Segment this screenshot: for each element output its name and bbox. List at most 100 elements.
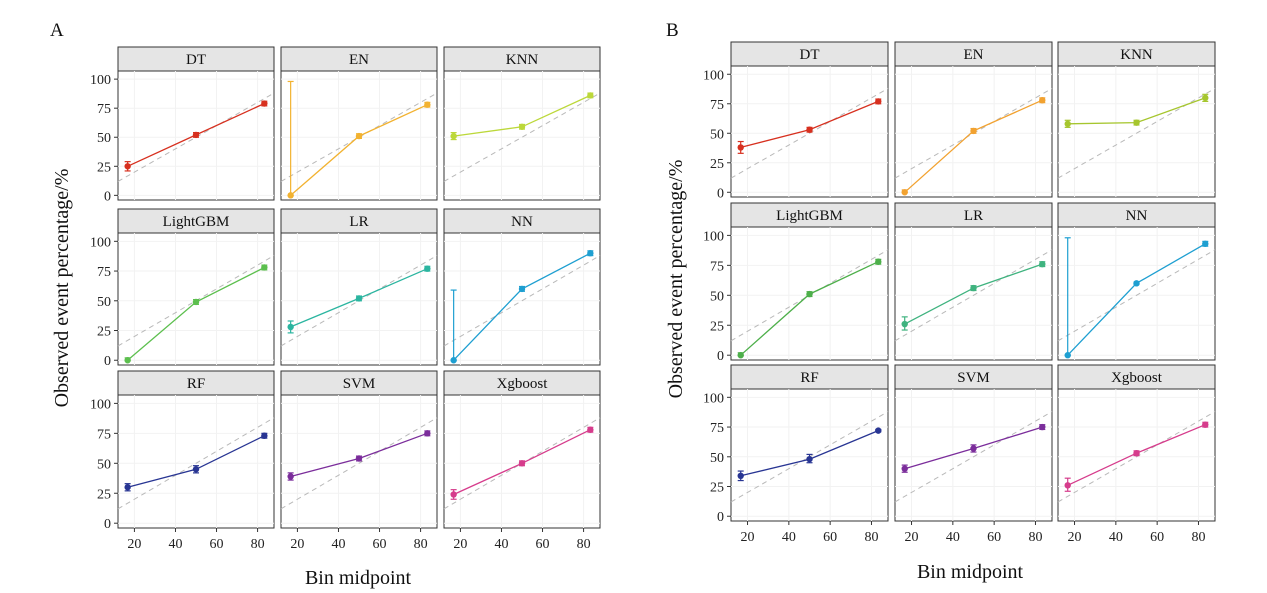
- x-tick-label: 20: [127, 537, 141, 552]
- facet-strip-label: SVM: [343, 376, 376, 392]
- facet-strip: [894, 364, 1053, 390]
- y-tick-label: 0: [717, 186, 724, 201]
- x-tick-label: 40: [168, 537, 182, 552]
- x-tick-label: 60: [373, 537, 387, 552]
- facet-strip: [1057, 364, 1216, 390]
- facet-strip: [894, 202, 1053, 228]
- facet-rf: RF 0 25 50 75 100 20 40 60 80: [703, 364, 889, 545]
- facet-nn: NN: [443, 208, 601, 366]
- reference-diagonal-line: [117, 92, 275, 182]
- data-point: [875, 98, 882, 105]
- y-tick-label: 25: [97, 487, 111, 502]
- data-point: [518, 460, 526, 467]
- reference-diagonal-line: [117, 417, 275, 510]
- facet-strip: [117, 46, 275, 72]
- facet-svm: SVM 20 40 60 80: [894, 364, 1053, 545]
- x-tick-label: 60: [536, 537, 550, 552]
- facet-en: EN: [894, 41, 1053, 198]
- data-point: [450, 491, 457, 498]
- y-tick-label: 25: [97, 160, 111, 175]
- data-point: [1202, 421, 1209, 428]
- data-point: [1202, 94, 1209, 102]
- x-tick-label: 40: [331, 537, 345, 552]
- x-tick-label: 80: [1191, 530, 1205, 545]
- facet-dt: DT 0 25 50 75 100: [703, 41, 889, 201]
- data-point: [287, 192, 294, 199]
- x-tick-label: 60: [1150, 530, 1164, 545]
- data-point: [192, 298, 200, 306]
- y-tick-label: 75: [710, 259, 724, 274]
- data-point: [970, 127, 977, 135]
- facet-xgboost: Xgboost 20 40 60 80: [1057, 364, 1216, 545]
- calibration-panel-b: B Observed event percentage/% Bin midpoint…: [665, 20, 1216, 583]
- reference-diagonal-line: [443, 255, 601, 347]
- data-point: [1133, 119, 1140, 126]
- data-point: [124, 484, 131, 491]
- y-tick-label: 0: [717, 349, 724, 364]
- data-point: [1039, 423, 1046, 431]
- data-point: [970, 445, 977, 452]
- facet-strip: [443, 208, 601, 234]
- y-tick-label: 50: [97, 457, 111, 472]
- y-tick-label: 100: [90, 235, 111, 250]
- data-point: [737, 144, 744, 151]
- plot-area: [730, 65, 889, 198]
- y-tick-label: 100: [703, 391, 724, 406]
- x-axis-title: Bin midpoint: [917, 561, 1024, 583]
- x-tick-label: 80: [251, 537, 265, 552]
- data-point: [901, 320, 908, 328]
- calibration-panel-a: A Observed event percentage/% Bin midpoint…: [50, 20, 601, 589]
- data-point: [518, 285, 526, 293]
- facet-strip-label: DT: [186, 52, 206, 68]
- data-point: [1133, 450, 1140, 457]
- reference-diagonal-line: [280, 92, 438, 182]
- x-tick-label: 80: [414, 537, 428, 552]
- y-tick-label: 50: [97, 295, 111, 310]
- data-point: [806, 290, 813, 298]
- data-point: [901, 189, 908, 196]
- facet-en: EN: [280, 46, 438, 201]
- facet-strip: [730, 41, 889, 67]
- y-tick-label: 25: [710, 481, 724, 496]
- y-tick-label: 100: [703, 229, 724, 244]
- data-point: [424, 430, 431, 437]
- x-tick-label: 60: [987, 530, 1001, 545]
- facet-strip-label: LightGBM: [776, 208, 843, 224]
- panel-letter: A: [50, 20, 64, 41]
- facet-strip: [280, 46, 438, 72]
- y-tick-label: 50: [710, 127, 724, 142]
- panel-letter: B: [666, 20, 679, 41]
- facet-strip-label: LR: [964, 208, 983, 224]
- facet-strip: [280, 370, 438, 396]
- data-point: [970, 284, 977, 292]
- y-tick-label: 75: [97, 102, 111, 117]
- data-point: [806, 455, 813, 463]
- facet-strip: [1057, 202, 1216, 228]
- reference-diagonal-line: [1057, 249, 1216, 342]
- data-point: [261, 264, 268, 271]
- facet-svm: SVM 20 40 60 80: [280, 370, 438, 552]
- facet-strip-label: KNN: [1120, 47, 1153, 63]
- y-tick-label: 25: [97, 325, 111, 340]
- facet-strip-label: DT: [800, 47, 820, 63]
- reference-diagonal-line: [443, 92, 601, 182]
- reference-diagonal-line: [1057, 87, 1216, 179]
- plot-area: [894, 388, 1053, 522]
- y-axis-title: Observed event percentage/%: [51, 169, 73, 408]
- data-point: [424, 101, 431, 108]
- x-tick-label: 20: [1068, 530, 1082, 545]
- x-tick-label: 20: [905, 530, 919, 545]
- data-point: [587, 250, 594, 257]
- y-tick-label: 75: [97, 265, 111, 280]
- facet-strip-label: Xgboost: [1111, 370, 1163, 386]
- facet-strip-label: EN: [349, 52, 369, 68]
- data-point: [806, 126, 813, 133]
- x-tick-label: 60: [210, 537, 224, 552]
- y-tick-label: 100: [703, 68, 724, 83]
- data-point: [355, 132, 363, 140]
- x-tick-label: 20: [290, 537, 304, 552]
- data-point: [261, 100, 268, 107]
- facet-strip-label: LR: [349, 214, 368, 230]
- data-point: [1133, 280, 1140, 287]
